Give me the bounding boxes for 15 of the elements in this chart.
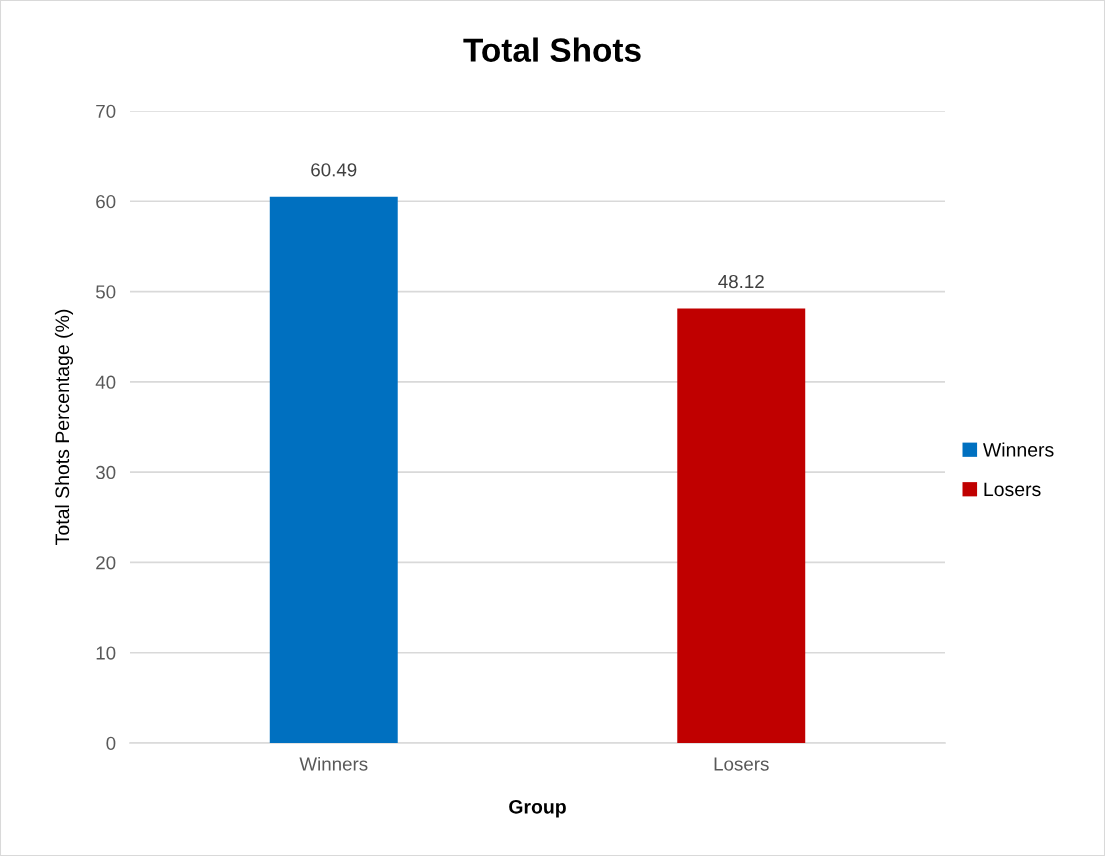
x-axis-title: Group [509, 799, 566, 818]
y-tick-label: 50 [96, 285, 116, 299]
data-label: 48.12 [718, 274, 764, 289]
legend-label: Winners [983, 442, 1054, 457]
y-tick-label: 30 [95, 465, 116, 480]
y-tick-label: 20 [96, 556, 116, 570]
y-tick-label: 10 [96, 646, 116, 660]
legend-label: Losers [984, 482, 1041, 497]
chart-title: Total Shots [463, 37, 641, 62]
y-tick-label: 60 [96, 194, 116, 209]
y-tick-label: 0 [106, 736, 116, 750]
y-tick-label: 40 [95, 375, 116, 389]
data-label: 60.49 [311, 163, 357, 177]
y-tick-label: 70 [96, 104, 116, 118]
y-axis-title: Total Shots Percentage (%) [54, 309, 74, 545]
